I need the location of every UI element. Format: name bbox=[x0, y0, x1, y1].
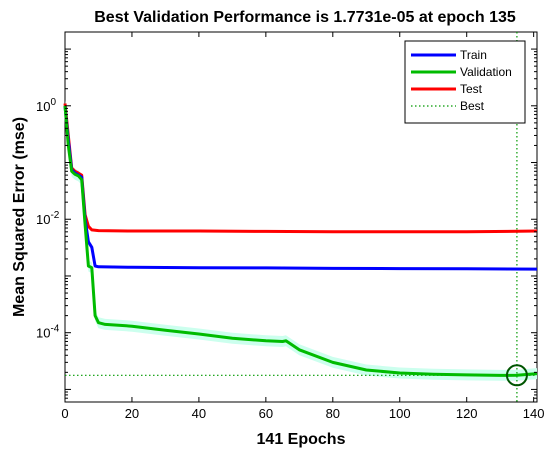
best-point-marker bbox=[505, 364, 528, 387]
x-axis-ticks: 0 20 40 60 80 100 120 140 bbox=[61, 32, 545, 421]
y-axis-label: Mean Squared Error (mse) bbox=[11, 117, 28, 317]
legend-label-test: Test bbox=[460, 82, 483, 96]
y-tick-label: 10-4 bbox=[36, 324, 60, 341]
x-tick-label: 140 bbox=[523, 406, 545, 421]
x-tick-label: 120 bbox=[456, 406, 478, 421]
x-tick-label: 100 bbox=[389, 406, 411, 421]
y-tick-label: 10-2 bbox=[36, 210, 60, 227]
x-tick-label: 40 bbox=[192, 406, 206, 421]
y-axis-ticks: 100 10-2 10-4 bbox=[36, 31, 537, 403]
x-tick-label: 20 bbox=[125, 406, 139, 421]
legend-label-validation: Validation bbox=[460, 65, 512, 79]
legend-label-train: Train bbox=[460, 48, 487, 62]
series-layer bbox=[63, 103, 538, 387]
x-tick-label: 80 bbox=[326, 406, 340, 421]
x-tick-label: 60 bbox=[259, 406, 273, 421]
legend: Train Validation Test Best bbox=[404, 40, 526, 124]
series-line-validation bbox=[63, 105, 538, 377]
chart-title: Best Validation Performance is 1.7731e-0… bbox=[94, 9, 516, 26]
x-tick-label: 0 bbox=[61, 406, 68, 421]
x-axis-label: 141 Epochs bbox=[257, 431, 346, 448]
y-tick-label: 100 bbox=[36, 97, 56, 114]
legend-label-best: Best bbox=[460, 99, 485, 113]
